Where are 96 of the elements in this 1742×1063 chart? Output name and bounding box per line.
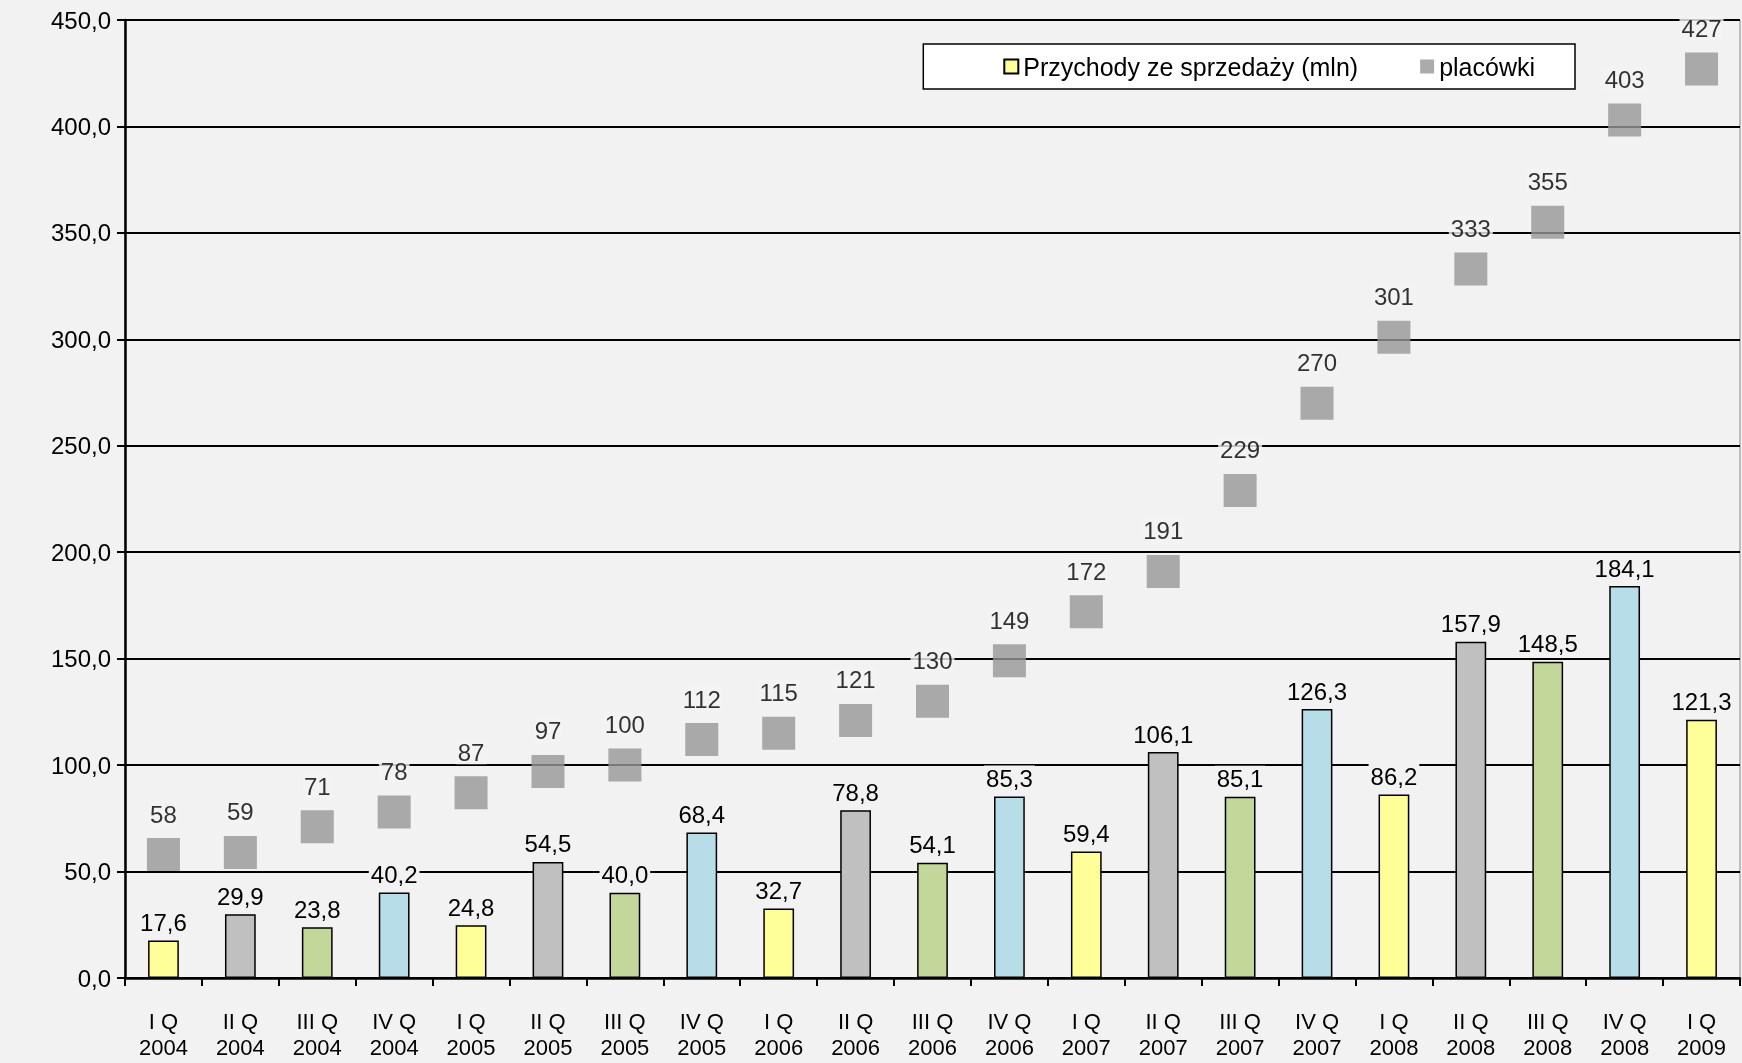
- y-tick-label: 100,0: [50, 751, 111, 779]
- data-label: 121,3: [1671, 688, 1732, 716]
- point: [1377, 320, 1411, 354]
- point: [1069, 595, 1103, 629]
- data-label: 184,1: [1594, 554, 1655, 582]
- x-tick-label: I Q 2004: [138, 1008, 188, 1060]
- data-label: 78,8: [832, 778, 879, 806]
- x-tick-label: I Q 2005: [446, 1008, 496, 1060]
- x-tick-label: II Q 2005: [523, 1008, 573, 1060]
- x-tick-label: III Q 2004: [292, 1008, 342, 1060]
- data-label: 68,4: [678, 800, 726, 828]
- point: [223, 835, 257, 869]
- data-label: 54,1: [909, 831, 956, 859]
- x-tick-label: III Q 2007: [1215, 1008, 1265, 1060]
- data-label: 29,9: [217, 882, 264, 910]
- data-label: 40,0: [601, 861, 649, 889]
- data-label: 301: [1373, 283, 1414, 311]
- x-tick-label: I Q 2006: [754, 1008, 804, 1060]
- x-tick-label: I Q 2009: [1677, 1008, 1727, 1060]
- point: [992, 644, 1026, 678]
- x-tick-label: III Q 2008: [1523, 1008, 1573, 1060]
- data-label: 427: [1681, 14, 1722, 42]
- data-label: 17,6: [140, 909, 187, 937]
- data-label: 112: [682, 685, 721, 713]
- y-tick-label: 200,0: [50, 538, 111, 566]
- point: [1454, 252, 1488, 286]
- point: [1146, 554, 1180, 588]
- data-label: 229: [1220, 436, 1261, 464]
- point: [916, 684, 949, 718]
- point: [531, 755, 565, 788]
- data-label: 97: [534, 717, 562, 745]
- data-label: 100: [604, 711, 645, 739]
- data-label: 85,1: [1216, 765, 1264, 793]
- x-tick-label: IV Q 2008: [1600, 1008, 1650, 1060]
- data-label: 86,2: [1370, 762, 1418, 790]
- y-tick-label: 150,0: [50, 645, 111, 673]
- data-label: 32,7: [755, 876, 803, 904]
- y-tick-label: 250,0: [50, 432, 111, 460]
- point: [454, 776, 488, 810]
- legend-label: placówki: [1439, 52, 1535, 81]
- y-tick-label: 450,0: [50, 6, 111, 34]
- x-tick-label: II Q 2007: [1138, 1008, 1188, 1060]
- data-label: 59,4: [1062, 820, 1110, 848]
- x-tick-label: II Q 2004: [215, 1008, 265, 1060]
- data-label: 106,1: [1133, 720, 1194, 748]
- legend-label: Przychody ze sprzedaży (mln): [1023, 52, 1359, 81]
- data-label: 270: [1297, 349, 1338, 377]
- data-label: 157,9: [1440, 610, 1501, 638]
- x-tick-label: III Q 2005: [600, 1008, 650, 1060]
- data-label: 121: [835, 666, 876, 694]
- x-tick-label: IV Q 2005: [677, 1008, 727, 1060]
- data-label: 23,8: [293, 895, 341, 923]
- x-tick-label: IV Q 2006: [984, 1008, 1034, 1060]
- point: [1608, 103, 1642, 137]
- data-label: 24,8: [447, 893, 495, 921]
- data-label: 59: [227, 798, 254, 826]
- x-tick-label: IV Q 2007: [1292, 1008, 1342, 1060]
- data-label: 149: [989, 606, 1030, 634]
- data-label: 148,5: [1517, 630, 1578, 658]
- y-tick-label: 0,0: [77, 964, 111, 992]
- data-label: 87: [457, 738, 485, 766]
- data-label: 403: [1604, 66, 1645, 94]
- data-label: 333: [1450, 215, 1491, 243]
- y-tick-label: 300,0: [50, 325, 111, 353]
- point: [839, 703, 873, 737]
- point: [685, 723, 719, 757]
- x-tick-label: II Q 2006: [831, 1008, 881, 1060]
- point: [377, 795, 411, 829]
- point: [146, 838, 180, 872]
- x-tick-label: I Q 2008: [1369, 1008, 1419, 1060]
- x-tick-label: IV Q 2004: [369, 1008, 419, 1060]
- x-tick-label: III Q 2006: [908, 1008, 957, 1060]
- x-tick-label: I Q 2007: [1061, 1008, 1111, 1060]
- data-label: 85,3: [986, 764, 1033, 792]
- point: [608, 748, 642, 782]
- x-tick-label: II Q 2008: [1446, 1008, 1496, 1060]
- data-label: 58: [150, 800, 177, 828]
- data-label: 115: [759, 679, 798, 707]
- data-label: 130: [912, 647, 953, 675]
- data-label: 172: [1066, 557, 1107, 585]
- point: [1223, 473, 1257, 507]
- data-label: 71: [303, 772, 331, 800]
- data-label: 126,3: [1286, 677, 1348, 705]
- data-label: 78: [380, 757, 408, 785]
- data-label: 40,2: [370, 860, 418, 888]
- point: [1300, 386, 1334, 420]
- y-tick-label: 400,0: [50, 112, 111, 140]
- point: [762, 716, 796, 750]
- point: [300, 810, 334, 844]
- data-label: 355: [1527, 168, 1568, 196]
- y-tick-label: 50,0: [64, 858, 111, 886]
- data-label: 54,5: [524, 830, 572, 858]
- y-tick-label: 350,0: [50, 219, 111, 247]
- point: [1685, 52, 1719, 86]
- data-label: 191: [1143, 517, 1184, 545]
- point: [1531, 205, 1565, 239]
